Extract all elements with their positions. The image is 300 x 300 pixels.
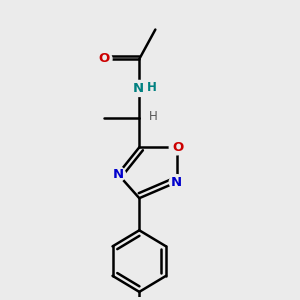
Text: H: H	[149, 110, 158, 123]
Circle shape	[110, 167, 125, 182]
Circle shape	[97, 52, 112, 67]
Text: O: O	[99, 52, 110, 65]
Circle shape	[131, 80, 147, 97]
Circle shape	[169, 175, 184, 190]
Circle shape	[169, 140, 184, 155]
Text: N: N	[112, 168, 123, 181]
Text: N: N	[132, 82, 143, 95]
Text: N: N	[171, 176, 182, 189]
Text: H: H	[147, 81, 157, 94]
Text: O: O	[172, 141, 183, 154]
